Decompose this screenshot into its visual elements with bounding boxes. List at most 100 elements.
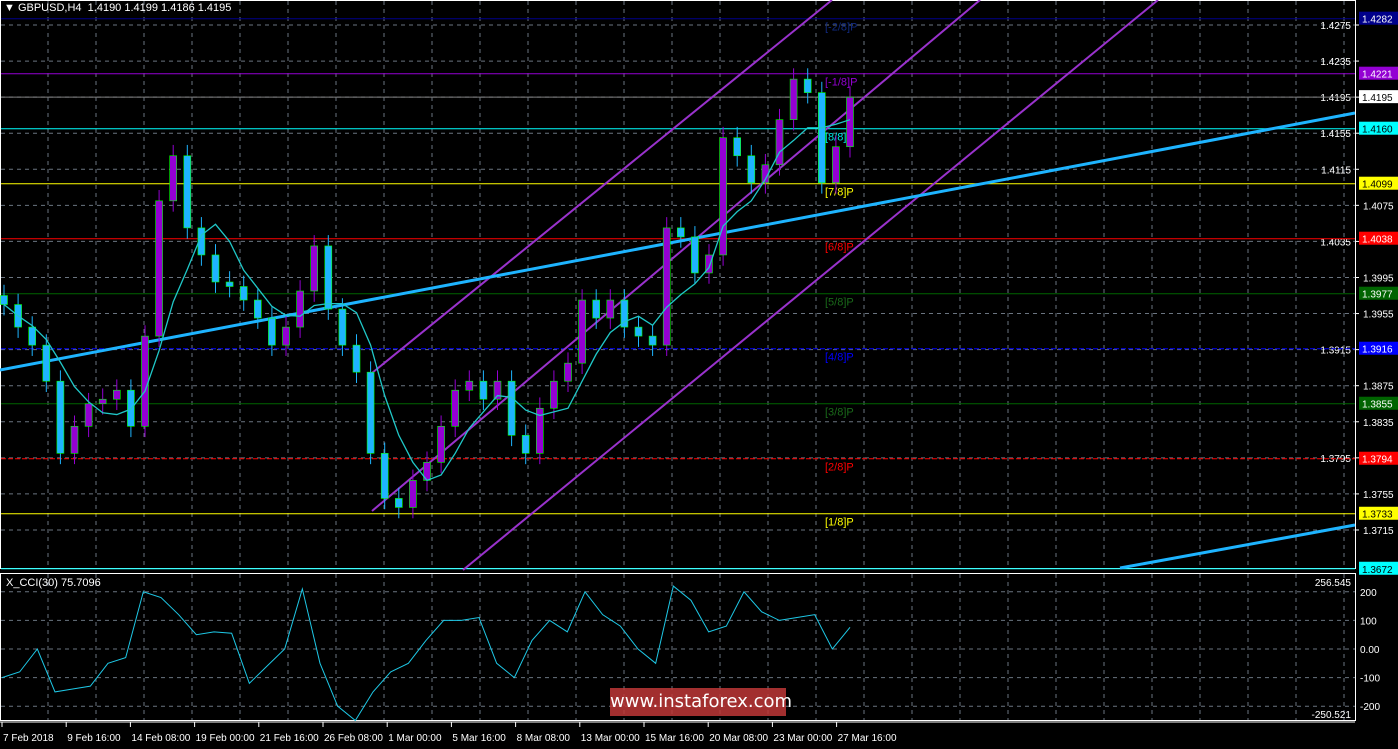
murrey-level-label: [3/8]P — [825, 407, 854, 419]
candle-body — [310, 245, 319, 292]
candle-body — [846, 96, 854, 148]
price-tick-label: 1.3795 — [1320, 454, 1351, 465]
candle-body — [606, 299, 615, 319]
cci-indicator-label: X_CCI(30) 75.7096 — [6, 577, 101, 589]
price-tick-label: 1.3995 — [1363, 273, 1394, 284]
candle-body — [169, 155, 177, 202]
candle-body — [380, 453, 389, 499]
murrey-level-label: [4/8]P — [825, 352, 854, 364]
time-tick-label: 1 Mar 00:00 — [388, 733, 442, 744]
price-level-value: 1.3855 — [1362, 400, 1393, 411]
candle-body — [550, 380, 558, 409]
price-level-badge — [1359, 90, 1398, 104]
candle-body — [733, 137, 742, 157]
price-level-badge — [1359, 451, 1398, 465]
price-tick-label: 1.4115 — [1321, 165, 1351, 176]
candle-body — [634, 326, 643, 337]
candle-body — [817, 92, 826, 184]
price-level-value: 1.4099 — [1362, 180, 1393, 191]
candle-body — [56, 380, 65, 454]
price-tick-label: 1.4075 — [1363, 201, 1394, 212]
chart-title: ▼ GBPUSD,H4 1.4190 1.4199 1.4186 1.4195 — [4, 2, 231, 14]
price-level-badge — [1359, 121, 1398, 135]
price-level-value: 1.3672 — [1362, 565, 1393, 576]
cci-tick-label: -200 — [1360, 702, 1380, 713]
price-tick-label: 1.4235 — [1320, 57, 1351, 68]
cci-min-label: -250.521 — [1312, 710, 1352, 721]
cci-pane-frame — [0, 573, 1356, 721]
candle-body — [691, 236, 699, 274]
price-level-badge — [1359, 11, 1398, 25]
candle-body — [282, 326, 290, 346]
candles — [0, 68, 854, 519]
murrey-level-label: [5/8]P — [825, 297, 854, 309]
candle-body — [409, 480, 417, 508]
candle-body — [465, 380, 474, 391]
price-level-value: 1.3977 — [1362, 290, 1393, 301]
trend-line-lower — [1119, 523, 1356, 570]
time-tick-label: 21 Feb 16:00 — [260, 733, 319, 744]
candle-body — [296, 290, 304, 328]
triangle-down-icon[interactable]: ▼ — [4, 2, 18, 14]
candle-body — [705, 254, 713, 274]
candle-body — [662, 227, 671, 346]
candle-body — [225, 281, 234, 287]
candle-body — [592, 299, 601, 319]
candle-body — [479, 380, 488, 400]
time-tick-label: 8 Mar 08:00 — [517, 733, 571, 744]
price-level-value: 1.4038 — [1362, 235, 1393, 246]
candle-body — [676, 227, 685, 238]
price-tick-label: 1.4155 — [1320, 129, 1351, 140]
candle-body — [338, 308, 347, 346]
price-level-value: 1.3916 — [1362, 345, 1393, 356]
price-level-badge — [1359, 341, 1398, 355]
candle-body — [437, 425, 445, 463]
time-tick-label: 15 Mar 16:00 — [645, 733, 704, 744]
channel-line-middle — [371, 0, 981, 512]
candle-body — [719, 137, 727, 256]
price-level-badge — [1359, 506, 1398, 520]
time-tick-label: 7 Feb 2018 — [3, 733, 54, 744]
watermark: www.instaforex.com — [610, 688, 792, 716]
candle-body — [28, 326, 37, 346]
time-tick-label: 23 Mar 00:00 — [773, 733, 832, 744]
candle-body — [507, 380, 516, 436]
candle-body — [141, 335, 149, 427]
time-tick-label: 13 Mar 00:00 — [581, 733, 640, 744]
time-tick-label: 27 Mar 16:00 — [838, 733, 897, 744]
murrey-level-label: [7/8]P — [825, 187, 854, 199]
price-level-value: 1.3794 — [1362, 455, 1393, 466]
channel-line-upper — [371, 0, 833, 374]
cci-tick-label: 100 — [1360, 616, 1377, 627]
candle-body — [803, 78, 812, 93]
price-level-badge — [1359, 396, 1398, 410]
candle-body — [197, 227, 206, 256]
candle-body — [0, 295, 8, 305]
moving-average-line — [3, 119, 851, 482]
candle-body — [648, 335, 657, 346]
time-tick-label: 14 Feb 08:00 — [131, 733, 190, 744]
time-tick-label: 5 Mar 16:00 — [452, 733, 506, 744]
candle-body — [268, 317, 276, 346]
murrey-level-label: [2/8]P — [825, 462, 854, 474]
time-tick-label: 26 Feb 08:00 — [324, 733, 383, 744]
price-level-badge — [1359, 231, 1398, 245]
candle-body — [535, 407, 544, 454]
price-level-value: 1.4160 — [1362, 125, 1393, 136]
price-tick-label: 1.4195 — [1320, 93, 1351, 104]
candle-body — [113, 389, 121, 400]
cci-tick-label: -100 — [1360, 674, 1380, 685]
candle-body — [42, 344, 51, 382]
candle-body — [239, 286, 248, 301]
candle-body — [775, 119, 784, 166]
price-tick-label: 1.3915 — [1320, 346, 1351, 357]
candle-body — [521, 434, 530, 454]
candle-body — [747, 155, 756, 184]
price-tick-label: 1.4275 — [1320, 21, 1351, 32]
candle-body — [183, 155, 192, 229]
candle-body — [493, 380, 502, 400]
price-level-value: 1.3733 — [1362, 510, 1393, 521]
price-tick-label: 1.3875 — [1363, 382, 1394, 393]
price-tick-label: 1.3955 — [1363, 310, 1394, 321]
